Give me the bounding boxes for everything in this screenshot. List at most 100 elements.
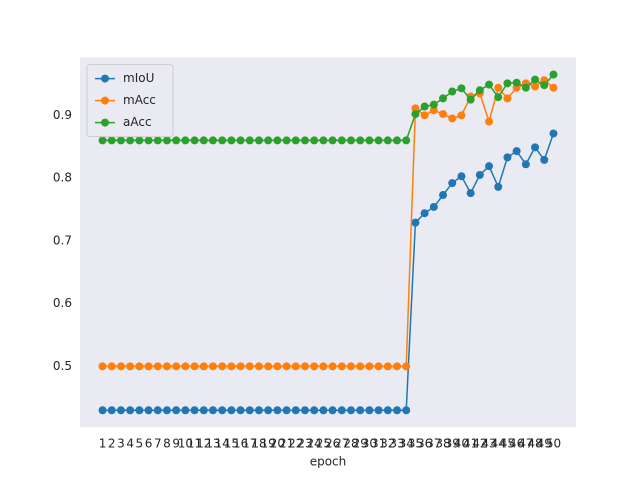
data-point — [420, 209, 429, 218]
x-tick-label: 42 — [472, 437, 487, 451]
y-tick-label: 0.6 — [53, 296, 72, 310]
data-point — [181, 136, 190, 145]
data-point — [227, 136, 236, 145]
data-point — [383, 406, 392, 415]
x-tick-label: 15 — [224, 437, 239, 451]
data-point — [291, 136, 300, 145]
data-point — [218, 406, 227, 415]
x-tick-label: 35 — [408, 437, 423, 451]
data-point — [503, 94, 512, 103]
x-tick-label: 27 — [334, 437, 349, 451]
data-point — [347, 362, 356, 371]
data-point — [218, 362, 227, 371]
data-point — [162, 406, 171, 415]
data-point — [282, 136, 291, 145]
data-point — [356, 362, 365, 371]
data-point — [337, 136, 346, 145]
data-point — [264, 136, 273, 145]
data-point — [485, 117, 494, 126]
data-point — [466, 189, 475, 198]
data-point — [494, 93, 503, 102]
data-point — [181, 362, 190, 371]
data-point — [199, 406, 208, 415]
data-point — [531, 75, 540, 84]
x-tick-label: 13 — [205, 437, 220, 451]
data-point — [199, 362, 208, 371]
data-point — [245, 362, 254, 371]
x-tick-label: 18 — [251, 437, 266, 451]
x-tick-label: 34 — [399, 437, 414, 451]
data-point — [420, 111, 429, 120]
data-point — [328, 406, 337, 415]
legend-label: mAcc — [123, 93, 156, 107]
data-point — [540, 81, 549, 90]
data-point — [144, 406, 153, 415]
x-tick-label: 38 — [435, 437, 450, 451]
data-point — [162, 362, 171, 371]
data-point — [494, 182, 503, 191]
legend-label: mIoU — [123, 71, 154, 85]
x-tick-label: 41 — [463, 437, 478, 451]
x-tick-label: 43 — [481, 437, 496, 451]
data-point — [457, 111, 466, 120]
data-point — [273, 362, 282, 371]
x-tick-label: 48 — [527, 437, 542, 451]
x-tick-label: 26 — [325, 437, 340, 451]
data-point — [393, 406, 402, 415]
data-point — [218, 136, 227, 145]
data-point — [190, 136, 199, 145]
data-point — [521, 160, 530, 169]
data-point — [439, 110, 448, 119]
data-point — [540, 155, 549, 164]
data-point — [199, 136, 208, 145]
data-point — [549, 83, 558, 92]
data-point — [126, 406, 135, 415]
data-point — [144, 362, 153, 371]
data-point — [135, 136, 144, 145]
data-point — [172, 136, 181, 145]
data-point — [245, 136, 254, 145]
data-point — [310, 362, 319, 371]
data-point — [411, 218, 420, 227]
data-point — [485, 80, 494, 89]
x-tick-label: 6 — [145, 437, 153, 451]
data-point — [337, 362, 346, 371]
data-point — [374, 406, 383, 415]
x-tick-label: 24 — [307, 437, 322, 451]
x-tick-label: 17 — [242, 437, 257, 451]
data-point — [475, 86, 484, 95]
data-point — [208, 406, 217, 415]
x-tick-label: 29 — [353, 437, 368, 451]
data-point — [365, 362, 374, 371]
data-point — [319, 406, 328, 415]
x-tick-label: 19 — [261, 437, 276, 451]
x-tick-label: 45 — [500, 437, 515, 451]
data-point — [282, 406, 291, 415]
data-point — [429, 100, 438, 109]
data-point — [135, 406, 144, 415]
data-point — [208, 362, 217, 371]
data-point — [457, 84, 466, 93]
x-tick-label: 23 — [297, 437, 312, 451]
data-point — [190, 362, 199, 371]
data-point — [107, 362, 116, 371]
x-axis-label: epoch — [310, 455, 347, 469]
data-point — [319, 136, 328, 145]
data-point — [411, 110, 420, 119]
x-tick-label: 46 — [509, 437, 524, 451]
data-point — [402, 362, 411, 371]
data-point — [549, 129, 558, 138]
data-point — [439, 94, 448, 103]
data-point — [402, 406, 411, 415]
data-point — [439, 191, 448, 200]
data-point — [475, 170, 484, 179]
data-point — [264, 406, 273, 415]
x-tick-label: 10 — [178, 437, 193, 451]
data-point — [153, 362, 162, 371]
data-point — [347, 136, 356, 145]
data-point — [116, 406, 125, 415]
x-tick-label: 11 — [187, 437, 202, 451]
data-point — [291, 406, 300, 415]
x-tick-label: 31 — [371, 437, 386, 451]
